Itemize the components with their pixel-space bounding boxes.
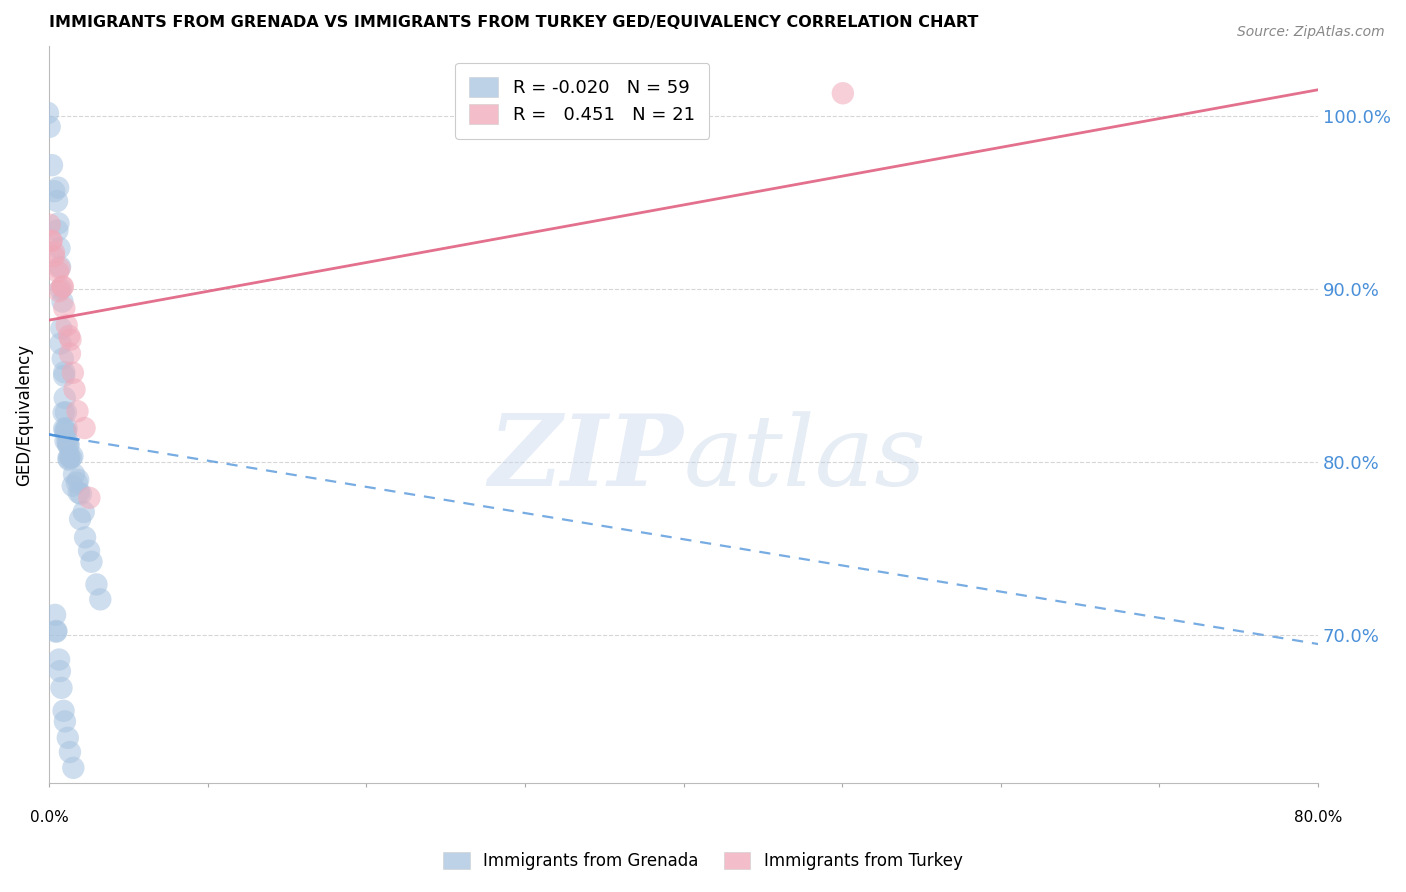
- Point: [42, 249, 65, 263]
- Point: [38, 218, 60, 232]
- Point: [48, 652, 70, 666]
- Point: [66, 404, 89, 418]
- Point: [80, 555, 103, 569]
- Point: [48, 216, 70, 230]
- Point: [48, 261, 70, 276]
- Point: [46, 180, 69, 194]
- Point: [58, 329, 80, 343]
- Point: [73, 421, 96, 435]
- Point: [56, 437, 79, 451]
- Point: [77, 543, 100, 558]
- Point: [56, 434, 79, 448]
- Point: [73, 805, 96, 820]
- Point: [52, 351, 75, 366]
- Point: [44, 607, 66, 622]
- Point: [63, 383, 86, 397]
- Point: [58, 438, 80, 452]
- Point: [55, 318, 77, 333]
- Point: [41, 158, 63, 172]
- Point: [53, 423, 76, 437]
- Point: [69, 512, 91, 526]
- Point: [62, 761, 84, 775]
- Point: [58, 452, 80, 467]
- Point: [55, 405, 77, 419]
- Point: [51, 280, 73, 294]
- Point: [51, 294, 73, 309]
- Point: [42, 245, 65, 260]
- Y-axis label: GED/Equivalency: GED/Equivalency: [15, 343, 32, 485]
- Point: [46, 194, 69, 208]
- Point: [52, 406, 75, 420]
- Point: [53, 422, 76, 436]
- Point: [63, 467, 86, 482]
- Point: [59, 745, 82, 759]
- Point: [62, 479, 84, 493]
- Point: [73, 505, 96, 519]
- Point: [53, 301, 76, 315]
- Point: [51, 681, 73, 695]
- Point: [58, 450, 80, 464]
- Point: [75, 530, 97, 544]
- Point: [55, 434, 77, 448]
- Point: [66, 475, 89, 490]
- Point: [62, 449, 84, 463]
- Text: IMMIGRANTS FROM GRENADA VS IMMIGRANTS FROM TURKEY GED/EQUIVALENCY CORRELATION CH: IMMIGRANTS FROM GRENADA VS IMMIGRANTS FR…: [49, 15, 979, 30]
- Point: [37, 106, 59, 120]
- Point: [41, 234, 63, 248]
- Point: [49, 260, 72, 274]
- Point: [58, 451, 80, 466]
- Point: [60, 450, 83, 465]
- Point: [55, 421, 77, 435]
- Point: [52, 279, 75, 293]
- Point: [53, 391, 76, 405]
- Point: [38, 120, 60, 134]
- Point: [55, 425, 77, 439]
- Legend: Immigrants from Grenada, Immigrants from Turkey: Immigrants from Grenada, Immigrants from…: [437, 845, 969, 877]
- Text: ZIP: ZIP: [488, 410, 683, 507]
- Point: [49, 282, 72, 296]
- Point: [70, 487, 93, 501]
- Point: [45, 624, 67, 639]
- Point: [831, 87, 853, 101]
- Point: [86, 577, 108, 591]
- Point: [48, 284, 70, 298]
- Point: [67, 473, 90, 487]
- Point: [67, 485, 90, 500]
- Point: [44, 184, 66, 198]
- Point: [46, 223, 69, 237]
- Point: [49, 336, 72, 351]
- Text: Source: ZipAtlas.com: Source: ZipAtlas.com: [1237, 25, 1385, 39]
- Point: [52, 704, 75, 718]
- Point: [56, 731, 79, 745]
- Point: [39, 234, 62, 248]
- Point: [59, 333, 82, 347]
- Text: atlas: atlas: [683, 411, 927, 507]
- Point: [53, 365, 76, 379]
- Text: 0.0%: 0.0%: [30, 810, 69, 825]
- Point: [89, 592, 111, 607]
- Point: [53, 368, 76, 383]
- Point: [48, 241, 70, 255]
- Point: [79, 491, 101, 505]
- Text: 80.0%: 80.0%: [1294, 810, 1343, 825]
- Point: [62, 366, 84, 380]
- Point: [46, 265, 69, 279]
- Point: [51, 322, 73, 336]
- Point: [45, 624, 67, 638]
- Point: [49, 664, 72, 678]
- Point: [59, 346, 82, 360]
- Legend: R = -0.020   N = 59, R =   0.451   N = 21: R = -0.020 N = 59, R = 0.451 N = 21: [456, 62, 709, 139]
- Point: [53, 714, 76, 729]
- Point: [70, 789, 93, 804]
